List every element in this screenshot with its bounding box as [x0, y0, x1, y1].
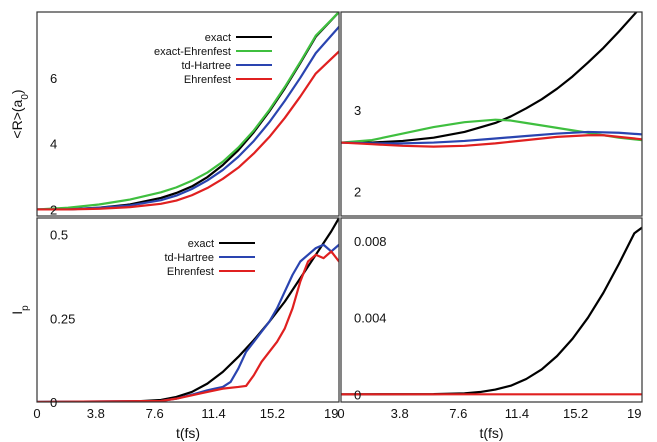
y-tick-label: 0.004 — [354, 311, 387, 326]
legend-label-exact: exact — [205, 32, 231, 44]
x-tick-label: 19 — [627, 406, 641, 421]
series-line-exact — [37, 12, 339, 211]
series-line-ehrenfest — [37, 250, 339, 402]
series-line-ehrenfest — [37, 50, 339, 211]
y-tick-label: 0 — [354, 387, 361, 402]
y-tick-label: 2 — [50, 202, 57, 217]
x-tick-label: 3.8 — [87, 406, 105, 421]
plot-frame — [36, 217, 340, 403]
panel-bottom-right: 0 0.004 0.008 0 3.8 7.6 11.4 15.2 19 t(fs) — [337, 217, 643, 441]
y-tick-label: 0.008 — [354, 234, 387, 249]
series-line-td-hartree — [37, 243, 339, 402]
x-tick-label: 11.4 — [505, 406, 529, 421]
series-line-exact — [37, 218, 339, 402]
y-axis-label: <R>(a0) — [9, 89, 31, 138]
panel-top-left: 2 4 6 <R>(a0) exact exact-Ehrenfest td-Hartree… — [9, 11, 340, 217]
y-tick-label: 0 — [50, 395, 57, 410]
y-tick-label: 0.25 — [50, 311, 75, 326]
x-tick-label: 7.6 — [449, 406, 467, 421]
x-tick-label: 19 — [324, 406, 338, 421]
y-tick-label: 2 — [354, 185, 361, 200]
y-tick-label: 3 — [354, 103, 361, 118]
legend-label-td-hartree: td-Hartree — [164, 252, 214, 264]
plot-frame — [340, 11, 643, 217]
series-line-exact-ehrenfest — [341, 118, 642, 144]
legend: exact td-Hartree Ehrenfest — [164, 238, 255, 278]
plot-frame — [340, 217, 643, 403]
legend-label-ehrenfest: Ehrenfest — [167, 266, 214, 278]
x-tick-label: 7.6 — [146, 406, 164, 421]
legend-label-td-hartree: td-Hartree — [181, 60, 231, 72]
panel-bottom-left: 0 0.25 0.5 0 3.8 7.6 11.4 15.2 19 t(fs) Ip exact td-… — [9, 217, 340, 441]
y-axis-label: Ip — [9, 305, 31, 315]
series-line-ehrenfest — [341, 134, 642, 148]
series-line-td-hartree — [37, 25, 339, 211]
legend-label-exact: exact — [188, 238, 214, 250]
legend: exact exact-Ehrenfest td-Hartree Ehrenfest — [154, 32, 272, 86]
legend-label-ehrenfest: Ehrenfest — [184, 74, 231, 86]
x-tick-label: 15.2 — [260, 406, 285, 421]
plot-frame — [36, 11, 340, 217]
panel-top-right: 23 — [340, 11, 643, 217]
y-tick-label: 4 — [50, 137, 57, 152]
series-line-td-hartree — [341, 130, 642, 145]
series-line-exact — [341, 226, 642, 396]
x-axis-label: t(fs) — [479, 425, 503, 441]
y-tick-label: 6 — [50, 71, 57, 86]
x-tick-label: 0 — [337, 406, 344, 421]
series-line-exact-ehrenfest — [37, 12, 339, 211]
x-tick-label: 0 — [33, 406, 40, 421]
x-tick-label: 3.8 — [391, 406, 409, 421]
x-tick-label: 11.4 — [201, 406, 225, 421]
legend-label-exact-ehrenfest: exact-Ehrenfest — [154, 46, 231, 58]
x-tick-label: 15.2 — [563, 406, 588, 421]
x-axis-label: t(fs) — [176, 425, 200, 441]
series-line-exact — [341, 12, 638, 144]
y-tick-label: 0.5 — [50, 228, 68, 243]
